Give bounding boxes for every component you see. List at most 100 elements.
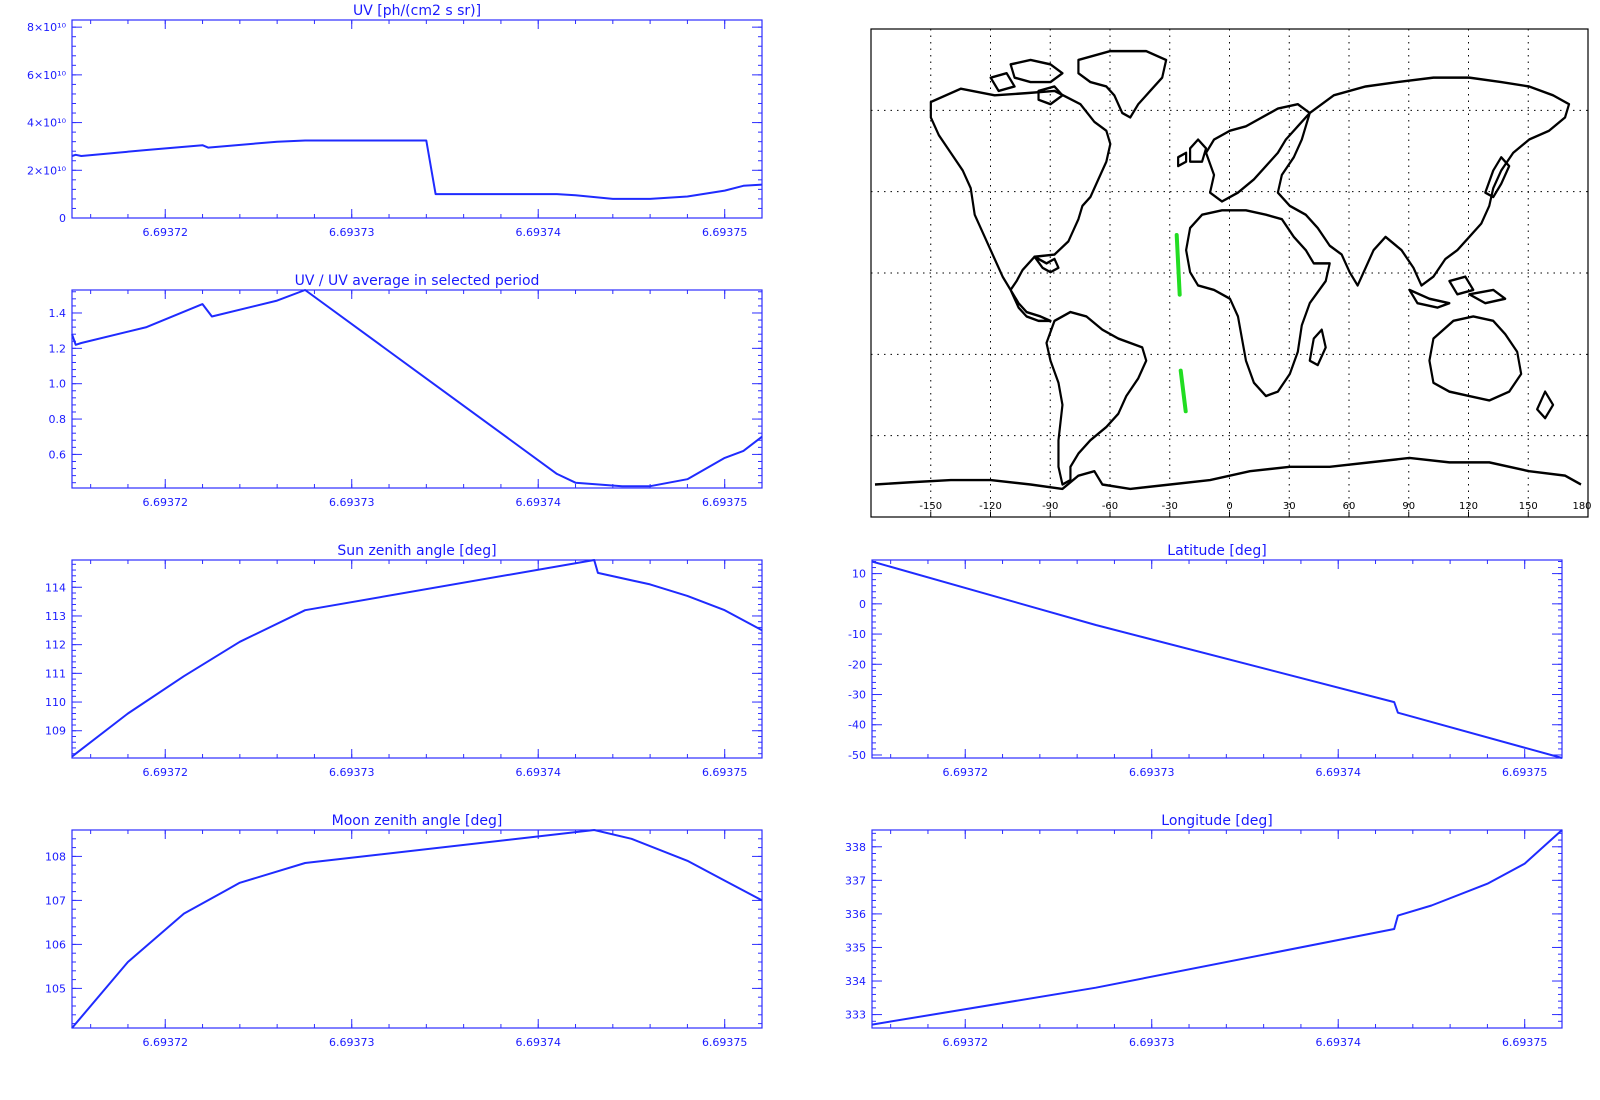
- x-tick-label: 6.69375: [1502, 766, 1548, 779]
- sun-zenith-series-line: [71, 559, 763, 758]
- south-america-outline: [1045, 310, 1148, 486]
- uv-ratio-chart: UV / UV average in selected period 6.6937…: [49, 273, 763, 509]
- x-tick-label: 6.69372: [142, 226, 188, 239]
- y-tick-label: 0: [859, 598, 866, 611]
- y-tick-label: 335: [845, 941, 866, 954]
- japan-outline: [1484, 156, 1511, 199]
- map-lon-tick-label: 120: [1459, 501, 1478, 512]
- x-tick-label: 6.69372: [142, 766, 188, 779]
- map-lon-tick-label: -120: [979, 501, 1002, 512]
- world-map: -150 -120 -90 -60 -30 0 30 60 90 120 150 180: [870, 28, 1592, 518]
- indonesia-outline: [1408, 275, 1507, 309]
- latitude-series-line: [871, 560, 1563, 759]
- y-tick-label: 338: [845, 841, 866, 854]
- longitude-panel: Longitude [deg] 6.69372 6.69373 6.69374 6.69…: [800, 810, 1600, 1080]
- asia-outline: [1276, 76, 1571, 287]
- y-tick-label: 0.6: [49, 448, 67, 461]
- x-tick-label: 6.69373: [329, 226, 375, 239]
- x-tick-label: 6.69374: [1315, 766, 1361, 779]
- moon-zenith-series-line: [71, 829, 763, 1029]
- map-lon-tick-label: -150: [919, 501, 942, 512]
- map-lon-tick-label: -60: [1102, 501, 1118, 512]
- y-tick-label: 108: [45, 850, 66, 863]
- plot-frame: [71, 559, 763, 759]
- british-isles-outline: [1177, 138, 1208, 168]
- map-grid: [871, 29, 1588, 517]
- chart-title: Moon zenith angle [deg]: [332, 813, 503, 829]
- track-segment: [1178, 368, 1188, 414]
- x-tick-label: 6.69373: [1129, 1036, 1175, 1049]
- y-tick-label: -20: [848, 658, 866, 671]
- uv-chart: UV [ph/(cm2 s sr)] 6.69372 6.69373 6.69374 6…: [27, 3, 763, 239]
- longitude-series-line: [871, 829, 1563, 1026]
- y-tick-label: -10: [848, 628, 866, 641]
- track-segment: [1174, 233, 1182, 297]
- y-tick-label: 334: [845, 975, 866, 988]
- x-tick-label: 6.69373: [329, 1036, 375, 1049]
- new-zealand-outline: [1536, 390, 1555, 420]
- y-tick-label: 4×10¹⁰: [27, 117, 67, 130]
- x-tick-label: 6.69375: [1502, 1036, 1548, 1049]
- map-lon-tick-label: 60: [1343, 501, 1356, 512]
- map-panel: -150 -120 -90 -60 -30 0 30 60 90 120 150 180: [870, 28, 1592, 533]
- y-tick-label: 336: [845, 908, 866, 921]
- x-tick-label: 6.69372: [942, 766, 988, 779]
- sun-zenith-chart: Sun zenith angle [deg] 6.69372 6.69373 6.69…: [45, 543, 763, 779]
- x-tick-label: 6.69375: [702, 496, 748, 509]
- x-tick-label: 6.69373: [329, 496, 375, 509]
- y-tick-label: 337: [845, 874, 866, 887]
- x-tick-label: 6.69372: [142, 1036, 188, 1049]
- y-tick-label: 111: [45, 667, 66, 680]
- y-tick-label: 0: [59, 212, 66, 225]
- y-tick-label: 106: [45, 938, 66, 951]
- moon-zenith-panel: Moon zenith angle [deg] 6.69372 6.69373 6.6…: [0, 810, 800, 1080]
- latitude-panel: Latitude [deg] 6.69372 6.69373 6.69374 6.693…: [800, 540, 1600, 810]
- x-tick-label: 6.69375: [702, 766, 748, 779]
- y-tick-label: 114: [45, 581, 66, 594]
- y-tick-label: 6×10¹⁰: [27, 69, 67, 82]
- plot-frame: [871, 829, 1563, 1029]
- y-tick-label: 105: [45, 982, 66, 995]
- y-tick-label: 0.8: [49, 413, 67, 426]
- plot-frame: [871, 559, 1563, 759]
- moon-zenith-chart: Moon zenith angle [deg] 6.69372 6.69373 6.6…: [45, 813, 763, 1049]
- arctic-islands-outline: [989, 58, 1064, 106]
- y-tick-label: -40: [848, 719, 866, 732]
- x-tick-label: 6.69374: [515, 496, 561, 509]
- map-lon-tick-label: 90: [1402, 501, 1415, 512]
- y-tick-label: -50: [848, 749, 866, 762]
- y-tick-label: 1.2: [49, 342, 67, 355]
- madagascar-outline: [1308, 328, 1327, 367]
- europe-outline: [1204, 102, 1311, 203]
- y-tick-label: -30: [848, 689, 866, 702]
- antarctica-outline: [874, 456, 1582, 491]
- chart-title: UV / UV average in selected period: [295, 273, 540, 289]
- uv-ratio-series-line: [71, 289, 763, 488]
- australia-outline: [1428, 315, 1523, 402]
- x-tick-label: 6.69372: [942, 1036, 988, 1049]
- chart-title: Sun zenith angle [deg]: [337, 543, 496, 559]
- y-tick-label: 107: [45, 894, 66, 907]
- sun-zenith-panel: Sun zenith angle [deg] 6.69372 6.69373 6.69…: [0, 540, 800, 810]
- y-tick-label: 113: [45, 610, 66, 623]
- north-america-outline: [929, 87, 1112, 323]
- map-lon-tick-label: -90: [1042, 501, 1058, 512]
- gulf-florida-outline: [1033, 255, 1060, 274]
- x-tick-label: 6.69373: [329, 766, 375, 779]
- x-tick-label: 6.69374: [1315, 1036, 1361, 1049]
- latitude-chart: Latitude [deg] 6.69372 6.69373 6.69374 6.693…: [848, 543, 1563, 779]
- x-tick-label: 6.69374: [515, 766, 561, 779]
- map-lon-ticks: -150 -120 -90 -60 -30 0 30 60 90 120 150 180: [919, 501, 1592, 517]
- uv-series-line: [71, 139, 763, 200]
- longitude-chart: Longitude [deg] 6.69372 6.69373 6.69374 6.69…: [845, 813, 1563, 1049]
- plot-frame: [71, 829, 763, 1029]
- x-tick-label: 6.69375: [702, 1036, 748, 1049]
- x-tick-label: 6.69372: [142, 496, 188, 509]
- map-lon-tick-label: 0: [1226, 501, 1232, 512]
- chart-title: Longitude [deg]: [1161, 813, 1272, 829]
- x-tick-label: 6.69374: [515, 226, 561, 239]
- y-tick-label: 1.4: [49, 307, 67, 320]
- satellite-track: [1174, 233, 1188, 414]
- y-tick-label: 2×10¹⁰: [27, 164, 67, 177]
- x-tick-label: 6.69374: [515, 1036, 561, 1049]
